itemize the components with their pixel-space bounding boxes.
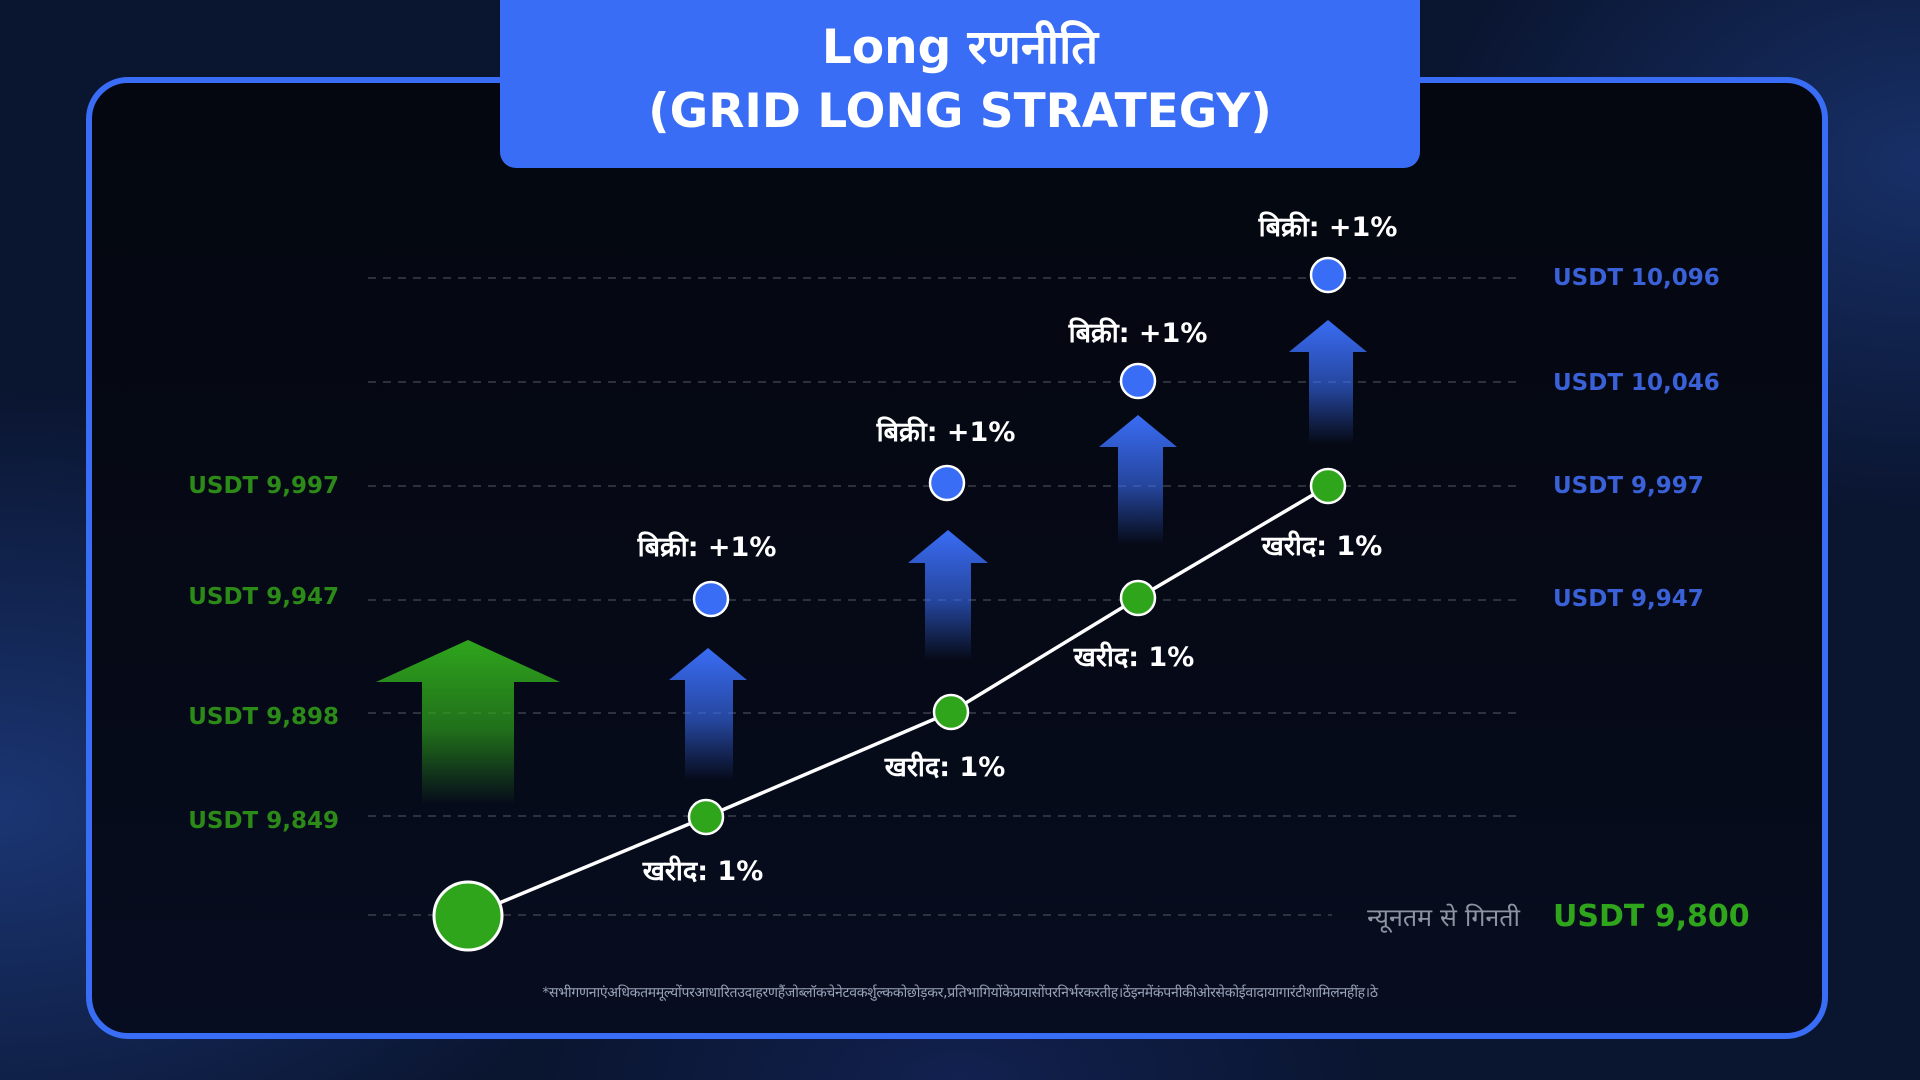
sell-label: बिक्री: +1% <box>1068 317 1208 349</box>
right-level-label-9947: USDT 9,947 <box>1553 586 1704 612</box>
buy-point <box>932 693 970 731</box>
buy-points <box>687 467 1347 836</box>
start-caption: न्यूनतम से गिनती <box>1367 903 1520 933</box>
sell-point <box>692 580 730 618</box>
buy-point <box>1119 579 1157 617</box>
title-line-2: (GRID LONG STRATEGY) <box>648 84 1272 139</box>
sell-up-arrow-4 <box>1289 320 1367 444</box>
title-banner: Long रणनीति (GRID LONG STRATEGY) <box>500 0 1420 168</box>
title-line-1: Long रणनीति <box>821 20 1099 75</box>
buy-label: खरीद: 1% <box>1261 530 1383 562</box>
sell-up-arrow-1 <box>669 648 747 780</box>
sell-label: बिक्री: +1% <box>1258 211 1398 243</box>
sell-up-arrow-3 <box>1099 415 1177 545</box>
sell-point <box>1119 362 1157 400</box>
left-level-label-9898: USDT 9,898 <box>188 704 339 730</box>
arrows <box>376 320 1367 804</box>
right-level-label-10096: USDT 10,096 <box>1553 265 1720 291</box>
start-point <box>432 880 504 952</box>
buy-label: खरीद: 1% <box>642 855 764 887</box>
right-level-label-9997: USDT 9,997 <box>1553 473 1704 499</box>
sell-points <box>692 256 1347 618</box>
start-up-arrow <box>376 640 560 804</box>
footnote: *सभीगणनाएंअधिकतममूल्योंपरआधारितउदाहरणहैं… <box>542 985 1378 1001</box>
sell-point <box>928 464 966 502</box>
buy-label: खरीद: 1% <box>884 751 1006 783</box>
buy-point <box>1309 467 1347 505</box>
price-path-line <box>467 484 1329 918</box>
left-level-label-9997: USDT 9,997 <box>188 473 339 499</box>
right-level-label-10046: USDT 10,046 <box>1553 370 1720 396</box>
sell-label: बिक्री: +1% <box>637 531 777 563</box>
start-price-label: USDT 9,800 <box>1553 899 1750 934</box>
left-level-label-9849: USDT 9,849 <box>188 808 339 834</box>
left-level-label-9947: USDT 9,947 <box>188 584 339 610</box>
buy-point <box>687 798 725 836</box>
buy-label: खरीद: 1% <box>1073 641 1195 673</box>
sell-point <box>1309 256 1347 294</box>
sell-label: बिक्री: +1% <box>876 416 1016 448</box>
sell-up-arrow-2 <box>908 530 988 660</box>
